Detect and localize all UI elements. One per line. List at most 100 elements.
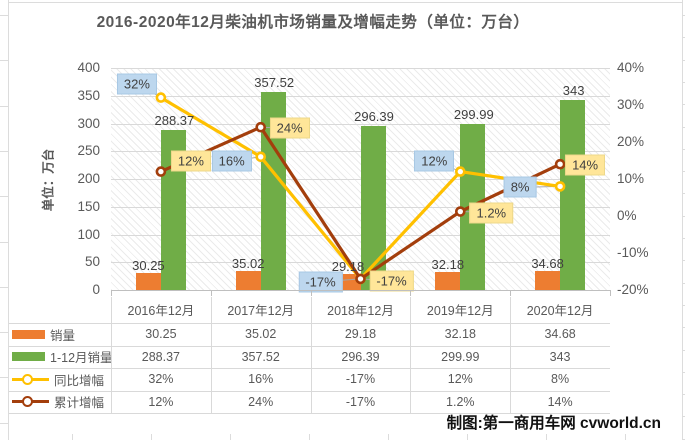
axis-tick	[310, 290, 312, 296]
table-column-border	[210, 297, 212, 413]
table-value-cell: 30.25	[145, 327, 177, 342]
table-value-cell: 35.02	[245, 327, 277, 342]
table-value-cell: 1.2%	[446, 394, 475, 409]
table-value-cell: 296.39	[341, 349, 380, 364]
table-value-cell: 32.18	[444, 327, 476, 342]
sheet-gridline	[0, 105, 8, 107]
table-header-cell: 2019年12月	[426, 304, 494, 318]
axis-label-left: 100	[77, 226, 100, 242]
sheet-gridline	[546, 434, 547, 440]
sheet-gridline	[467, 434, 468, 440]
legend-label: 累计增幅	[54, 396, 105, 411]
table-column-border	[111, 297, 112, 413]
table-value-cell: 16%	[248, 372, 274, 387]
table-legend-cell: 同比增幅	[8, 368, 111, 391]
table-value-cell: 299.99	[441, 349, 480, 364]
table-value-cell: 8%	[551, 372, 570, 387]
sheet-gridline	[151, 434, 152, 440]
axis-tick	[410, 290, 412, 296]
sheet-gridline	[72, 434, 73, 440]
sheet-gridline	[682, 349, 685, 351]
axis-label-right: 20%	[617, 134, 645, 149]
table-legend-cell: 1-12月销量	[8, 346, 111, 369]
sheet-gridline	[309, 434, 310, 440]
table-row-border	[8, 323, 610, 324]
data-label-box: -17%	[369, 270, 414, 292]
table-value-cell: 343	[549, 349, 571, 364]
axis-label-left: 150	[77, 198, 100, 214]
table-column-border	[510, 297, 512, 413]
legend-swatch-line	[12, 373, 49, 385]
table-header-cell: 2016年12月	[127, 304, 195, 318]
sheet-gridline	[682, 193, 685, 195]
sheet-gridline	[682, 416, 685, 418]
legend-label: 同比增幅	[54, 373, 105, 388]
table-legend-cell: 累计增幅	[8, 391, 111, 414]
bar-sales	[135, 273, 161, 290]
legend-label: 销量	[50, 328, 76, 343]
axis-label-right: 0%	[617, 208, 637, 223]
sheet-gridline	[8, 0, 9, 440]
legend-line-marker	[22, 373, 33, 385]
sheet-gridline	[0, 60, 8, 62]
gridline	[111, 95, 610, 97]
axis-label-left: 200	[77, 171, 100, 186]
axis-label-right: -10%	[617, 245, 649, 260]
sheet-gridline	[682, 438, 685, 440]
table-value-cell: 12%	[447, 372, 473, 387]
axis-label-left: 300	[77, 115, 100, 131]
table-row-border	[8, 345, 610, 347]
data-label-box: 12%	[170, 150, 211, 172]
sheet-gridline	[8, 2, 682, 3]
table-row-border	[8, 413, 610, 414]
axis-label-left: 50	[84, 254, 100, 270]
table-row-border	[8, 390, 610, 392]
table-value-cell: 357.52	[241, 349, 280, 364]
bar-value-label: 343	[562, 82, 585, 98]
sheet-gridline	[0, 377, 8, 379]
sheet-gridline	[682, 304, 685, 306]
y-axis-title: 单位：万台	[41, 148, 56, 212]
table-value-cell: 12%	[148, 394, 174, 409]
sheet-gridline	[682, 126, 685, 128]
sheet-gridline	[682, 81, 685, 83]
bar-value-label: 32.18	[431, 257, 465, 273]
table-legend-cell: 销量	[8, 323, 111, 346]
table-column-border	[310, 297, 312, 413]
table-header-cell: 2020年12月	[526, 304, 594, 318]
data-label-box: -17%	[298, 271, 343, 293]
sheet-gridline	[230, 434, 231, 440]
sheet-gridline	[0, 15, 8, 16]
sheet-gridline	[682, 104, 685, 106]
table-value-cell: -17%	[345, 394, 376, 409]
table-value-cell: 14%	[547, 394, 573, 409]
bar-sales	[535, 270, 561, 290]
bar-value-label: 34.68	[531, 255, 564, 271]
bar-value-label: 357.52	[254, 74, 295, 90]
sheet-gridline	[0, 422, 8, 424]
sheet-gridline	[388, 434, 389, 440]
bar-sales	[435, 272, 461, 290]
bar-cumulative-sales	[560, 99, 586, 290]
table-value-cell: 34.68	[544, 327, 576, 342]
data-label-box: 32%	[116, 73, 157, 95]
axis-tick	[111, 290, 112, 296]
sheet-gridline	[682, 282, 685, 284]
chart-title: 2016-2020年12月柴油机市场销量及增幅走势（单位：万台）	[96, 14, 530, 31]
bar-value-label: 296.39	[354, 108, 394, 124]
data-label-box: 1.2%	[469, 202, 514, 224]
bar-value-label: 29.18	[331, 258, 365, 274]
sheet-gridline	[682, 238, 685, 239]
axis-label-left: 0	[92, 282, 100, 297]
sheet-gridline	[682, 0, 683, 440]
sheet-gridline	[682, 260, 685, 262]
legend-swatch-sales	[12, 329, 45, 339]
legend-label: 1-12月销量	[50, 351, 111, 366]
table-row-border	[8, 368, 610, 369]
axis-label-left: 250	[77, 143, 100, 159]
table-value-cell: 32%	[148, 372, 174, 387]
sheet-gridline	[682, 171, 685, 173]
sheet-gridline	[0, 332, 8, 334]
sheet-gridline	[682, 371, 685, 373]
sheet-gridline	[682, 37, 685, 39]
